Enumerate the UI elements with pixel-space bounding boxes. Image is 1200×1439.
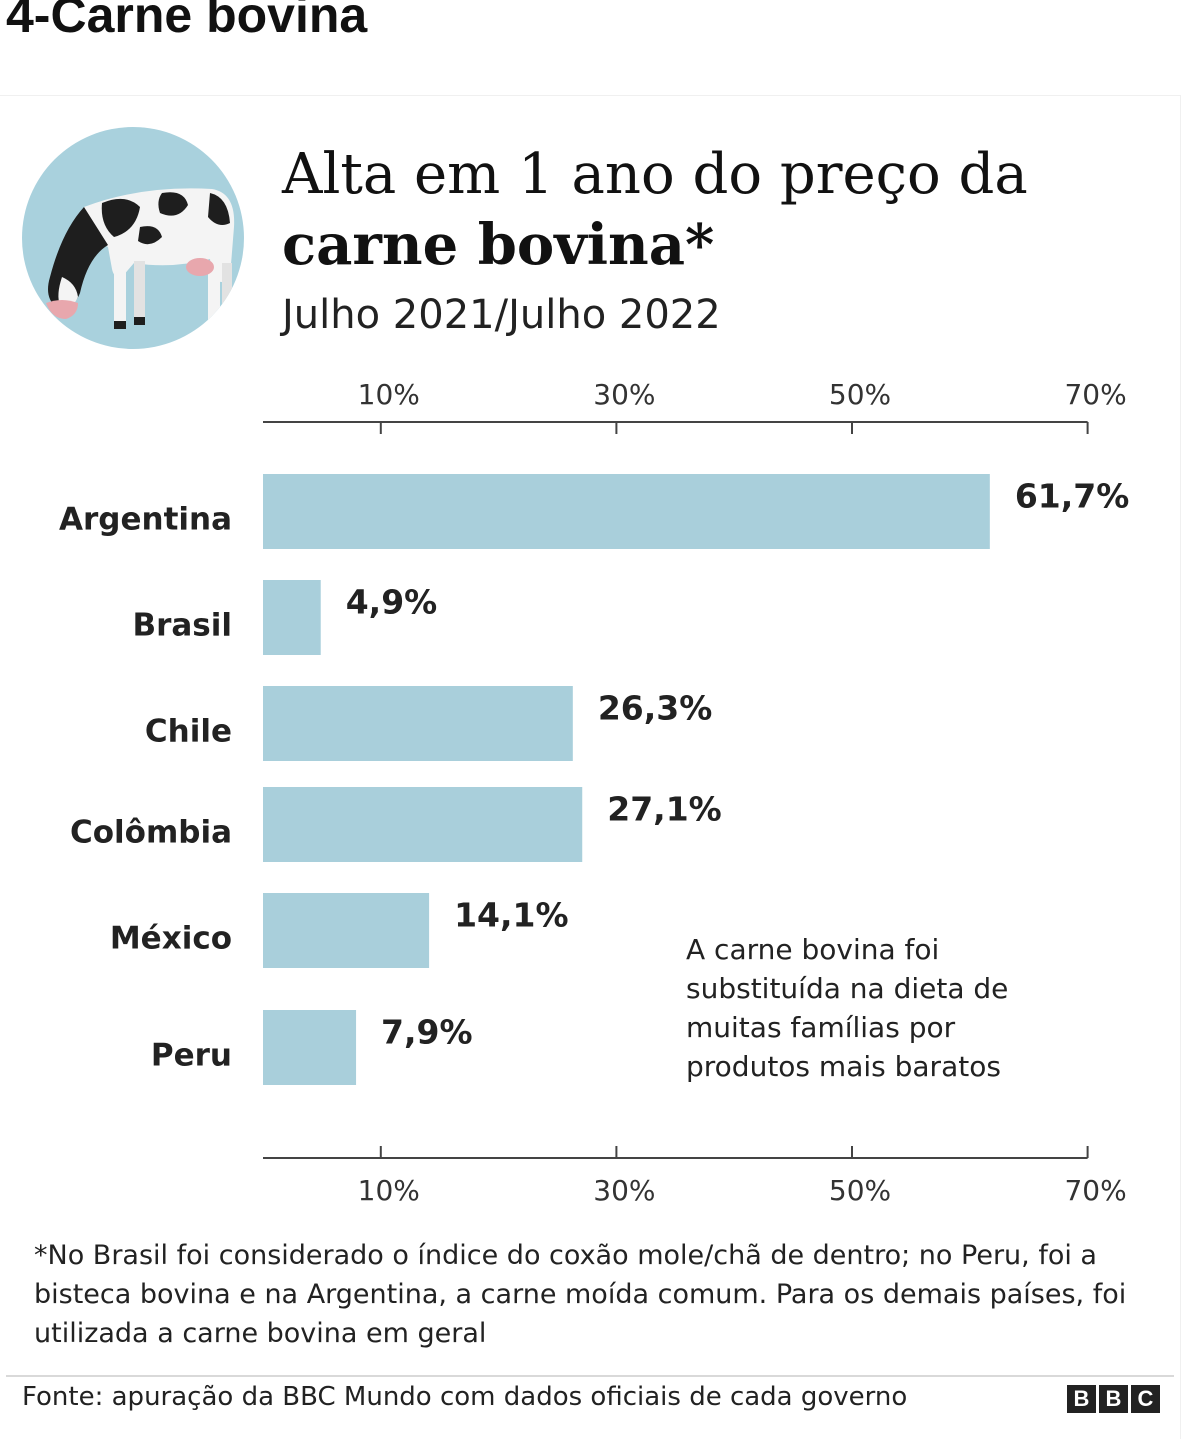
bar-1	[263, 474, 990, 549]
chart-annotation: A carne bovina foi substituída na dieta …	[686, 933, 1009, 1083]
page-heading: 4-Carne bovina	[6, 0, 368, 43]
value-label: 14,1%	[454, 896, 569, 935]
category-label: Peru	[151, 1038, 232, 1074]
bar-4	[263, 787, 583, 862]
bbc-logo-letter-1: B	[1067, 1385, 1096, 1413]
bbc-logo-letter-3: C	[1131, 1385, 1160, 1413]
top-axis-tick-label: 50%	[829, 378, 891, 411]
category-label: Brasil	[132, 608, 232, 644]
bbc-logo-letter-2: B	[1099, 1385, 1128, 1413]
value-label: 61,7%	[1015, 477, 1129, 516]
top-axis-tick-label: 70%	[1064, 378, 1126, 411]
chart-title: Alta em 1 ano do preço da carne bovina*	[282, 140, 1142, 280]
chart-title-line1: Alta em 1 ano do preço da	[282, 142, 1028, 207]
bottom-axis-tick-label: 50%	[829, 1174, 891, 1207]
bar-chart: 10% 30% 50% 70% 10% 30% 50% 70% Argentina 61,7% Br…	[59, 378, 1129, 1207]
value-label: 27,1%	[607, 790, 722, 829]
chart-title-line2: carne bovina*	[282, 212, 715, 278]
category-label: Chile	[145, 714, 232, 750]
category-label: Argentina	[59, 502, 232, 538]
bar-5	[263, 893, 430, 968]
top-axis-tick-label: 30%	[593, 378, 655, 411]
bar-6	[263, 1010, 357, 1085]
bbc-logo: B B C	[1067, 1385, 1160, 1413]
value-label: 4,9%	[346, 583, 438, 622]
value-label: 7,9%	[381, 1013, 473, 1052]
chart-subtitle: Julho 2021/Julho 2022	[282, 292, 721, 338]
cow-icon	[22, 127, 244, 349]
bottom-axis-tick-label: 70%	[1064, 1174, 1126, 1207]
top-axis-tick-label: 10%	[358, 378, 420, 411]
value-label: 26,3%	[598, 689, 713, 728]
bar-2	[263, 580, 321, 655]
category-label: Colômbia	[70, 815, 232, 851]
category-label: México	[110, 921, 232, 957]
bar-3	[263, 686, 573, 761]
bottom-axis-tick-label: 30%	[593, 1174, 655, 1207]
footer-divider	[6, 1375, 1174, 1377]
footnote: *No Brasil foi considerado o índice do c…	[34, 1240, 1127, 1349]
source-text: Fonte: apuração da BBC Mundo com dados o…	[22, 1382, 908, 1412]
bottom-axis-tick-label: 10%	[358, 1174, 420, 1207]
